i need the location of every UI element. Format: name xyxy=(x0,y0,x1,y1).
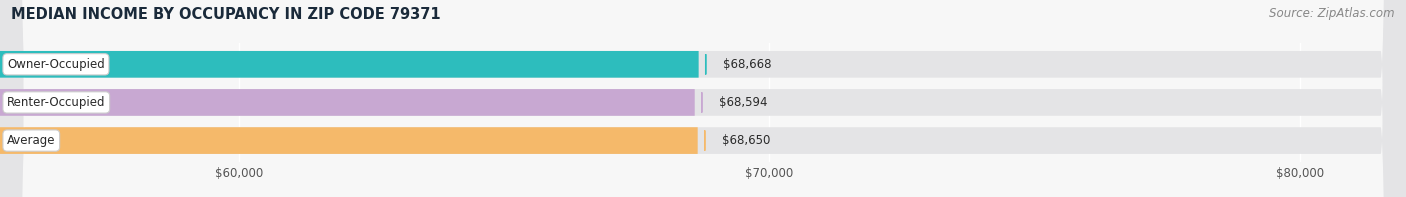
Text: $68,650: $68,650 xyxy=(721,134,770,147)
Text: $68,668: $68,668 xyxy=(723,58,770,71)
Text: $68,594: $68,594 xyxy=(718,96,768,109)
FancyBboxPatch shape xyxy=(0,51,699,78)
Text: Source: ZipAtlas.com: Source: ZipAtlas.com xyxy=(1270,7,1395,20)
Text: Owner-Occupied: Owner-Occupied xyxy=(7,58,105,71)
Text: Renter-Occupied: Renter-Occupied xyxy=(7,96,105,109)
FancyBboxPatch shape xyxy=(0,127,697,154)
FancyBboxPatch shape xyxy=(0,89,695,116)
Text: MEDIAN INCOME BY OCCUPANCY IN ZIP CODE 79371: MEDIAN INCOME BY OCCUPANCY IN ZIP CODE 7… xyxy=(11,7,441,21)
Text: Average: Average xyxy=(7,134,55,147)
